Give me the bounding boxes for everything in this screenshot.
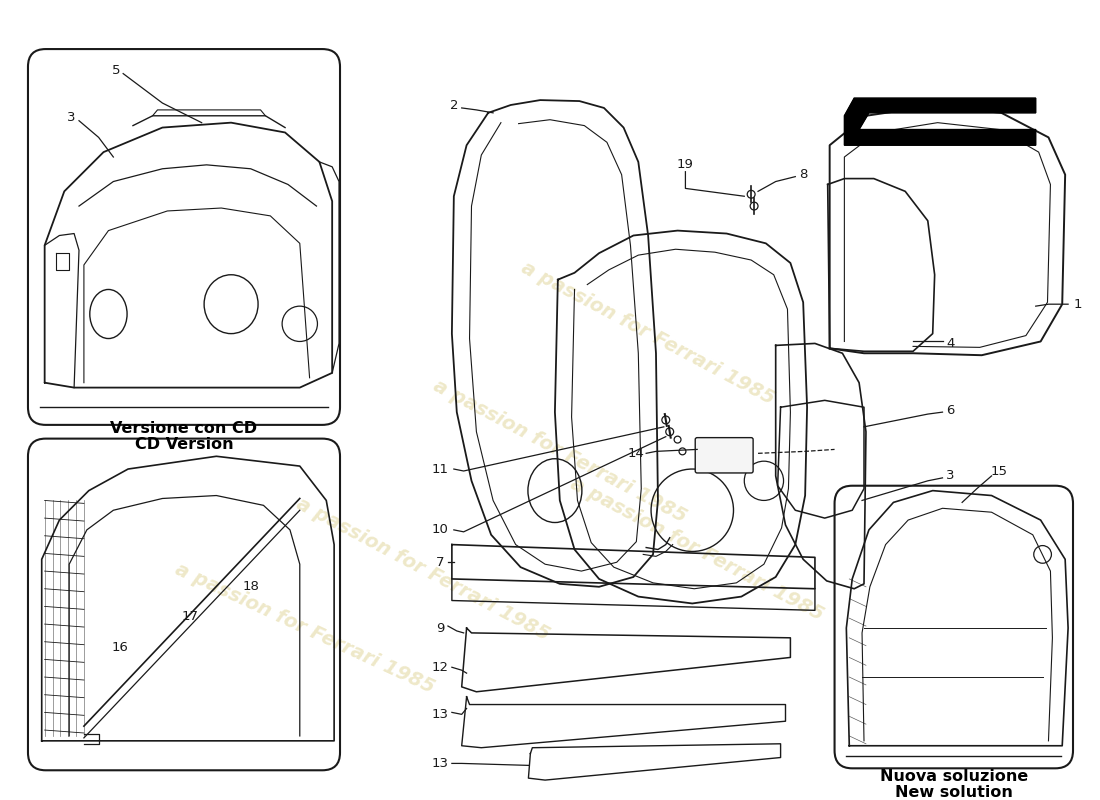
Text: 15: 15	[991, 465, 1008, 478]
Text: Nuova soluzione: Nuova soluzione	[880, 770, 1027, 784]
Text: a passion for Ferrari 1985: a passion for Ferrari 1985	[568, 474, 827, 625]
Text: 4: 4	[946, 337, 955, 350]
Text: 13: 13	[431, 708, 449, 721]
FancyBboxPatch shape	[695, 438, 754, 473]
Text: New solution: New solution	[894, 785, 1013, 800]
Text: 19: 19	[676, 158, 694, 171]
Text: 17: 17	[182, 610, 198, 622]
Text: 13: 13	[431, 757, 449, 770]
Text: 16: 16	[112, 641, 129, 654]
Text: a passion for Ferrari 1985: a passion for Ferrari 1985	[172, 559, 438, 697]
Text: 3: 3	[946, 470, 955, 482]
Text: Versione con CD: Versione con CD	[110, 421, 257, 436]
Text: 11: 11	[431, 462, 449, 475]
Text: 7: 7	[436, 556, 444, 569]
Text: 18: 18	[242, 580, 260, 594]
Text: 6: 6	[946, 404, 955, 417]
Text: 2: 2	[450, 99, 458, 113]
Text: 3: 3	[67, 111, 76, 124]
Text: a passion for Ferrari 1985: a passion for Ferrari 1985	[518, 258, 778, 409]
Text: 10: 10	[431, 523, 449, 536]
Text: 8: 8	[799, 168, 807, 181]
Text: a passion for Ferrari 1985: a passion for Ferrari 1985	[293, 494, 552, 644]
Text: 12: 12	[431, 661, 449, 674]
Text: CD Version: CD Version	[134, 437, 233, 452]
Text: a passion for Ferrari 1985: a passion for Ferrari 1985	[430, 376, 690, 526]
Text: 9: 9	[436, 622, 444, 634]
Polygon shape	[845, 98, 1036, 146]
Text: 5: 5	[112, 64, 121, 77]
Text: 14: 14	[628, 447, 645, 460]
Text: 1: 1	[1074, 298, 1082, 310]
